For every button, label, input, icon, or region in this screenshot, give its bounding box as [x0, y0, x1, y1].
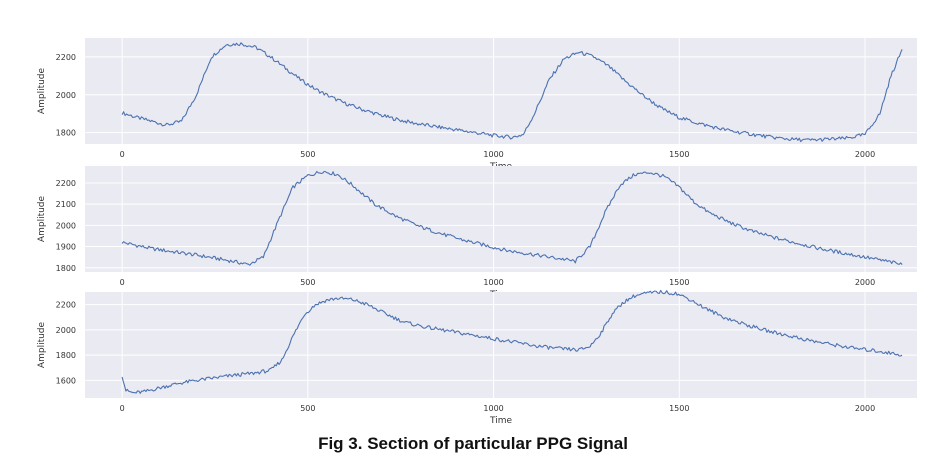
x-axis-label: Time [489, 416, 512, 426]
x-tick-label: 1500 [669, 404, 689, 413]
x-tick-label: 1500 [669, 150, 689, 159]
x-tick-label: 500 [300, 278, 315, 287]
y-tick-label: 1900 [56, 243, 76, 252]
x-tick-label: 1000 [483, 150, 503, 159]
y-tick-label: 2200 [56, 179, 76, 188]
x-tick-label: 0 [120, 404, 125, 413]
y-tick-label: 1600 [56, 376, 76, 385]
y-tick-label: 2000 [56, 91, 76, 100]
y-axis-label: Amplitude [37, 195, 47, 242]
figure-caption: Fig 3. Section of particular PPG Signal [318, 434, 628, 453]
ppg-panel-1: 0500100015002000180020002200TimeAmplitud… [37, 38, 917, 172]
ppg-panel-2: 050010001500200018001900200021002200Time… [37, 166, 917, 300]
x-tick-label: 0 [120, 278, 125, 287]
y-tick-label: 2100 [56, 200, 76, 209]
y-axis-label: Amplitude [37, 67, 47, 114]
y-tick-label: 2200 [56, 301, 76, 310]
y-tick-label: 1800 [56, 264, 76, 273]
y-tick-label: 1800 [56, 129, 76, 138]
y-tick-label: 2200 [56, 53, 76, 62]
x-tick-label: 1000 [483, 404, 503, 413]
x-tick-label: 500 [300, 150, 315, 159]
ppg-figure: 0 500 1000 1500 2000 1800 2000 2200 Time Amplitud… [37, 38, 917, 426]
plot-area [85, 38, 917, 144]
ppg-signal-line [121, 42, 903, 143]
x-tick-label: 1500 [669, 278, 689, 287]
ppg-signal-line [121, 289, 903, 394]
plot-area [85, 166, 917, 272]
plot-area [85, 292, 917, 398]
x-tick-label: 2000 [855, 150, 875, 159]
ppg-panel-3: 0 500 1000 1500 2000 1600 1800 2000 2200 Time Ampl… [37, 289, 917, 426]
y-axis-label: Amplitude [37, 321, 47, 368]
x-tick-label: 0 [120, 150, 125, 159]
x-tick-label: 1000 [483, 278, 503, 287]
ppg-signal-line [121, 170, 903, 266]
x-tick-label: 2000 [855, 404, 875, 413]
y-tick-label: 2000 [56, 326, 76, 335]
y-tick-label: 2000 [56, 221, 76, 230]
y-tick-label: 1800 [56, 351, 76, 360]
x-tick-label: 500 [300, 404, 315, 413]
x-tick-label: 2000 [855, 278, 875, 287]
